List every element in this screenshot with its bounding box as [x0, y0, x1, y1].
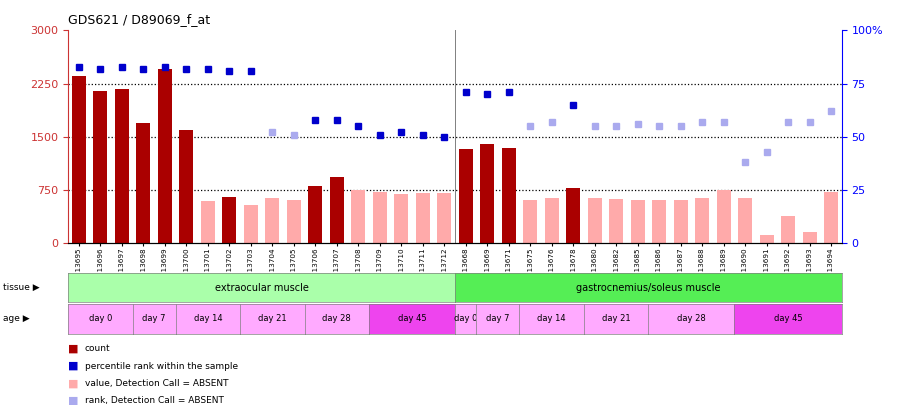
Text: gastrocnemius/soleus muscle: gastrocnemius/soleus muscle: [576, 283, 721, 292]
Text: ■: ■: [68, 361, 79, 371]
Bar: [588, 198, 602, 243]
Bar: [738, 198, 752, 243]
Text: tissue ▶: tissue ▶: [3, 283, 39, 292]
Bar: [394, 194, 409, 243]
Text: day 7: day 7: [486, 314, 510, 324]
Bar: [201, 201, 215, 243]
Text: rank, Detection Call = ABSENT: rank, Detection Call = ABSENT: [85, 396, 224, 405]
Bar: [652, 200, 666, 243]
Text: day 0: day 0: [89, 314, 112, 324]
Text: extraocular muscle: extraocular muscle: [215, 283, 308, 292]
Bar: [329, 177, 344, 243]
Bar: [287, 200, 301, 243]
Text: value, Detection Call = ABSENT: value, Detection Call = ABSENT: [85, 379, 228, 388]
Bar: [716, 190, 731, 243]
Bar: [416, 193, 430, 243]
Text: day 45: day 45: [398, 314, 427, 324]
Bar: [459, 149, 472, 243]
Bar: [673, 200, 688, 243]
Bar: [438, 194, 451, 243]
Bar: [695, 198, 709, 243]
Bar: [824, 192, 838, 243]
Bar: [94, 91, 107, 243]
Bar: [566, 188, 581, 243]
Bar: [244, 205, 258, 243]
Bar: [222, 197, 237, 243]
Text: day 21: day 21: [258, 314, 287, 324]
Text: day 14: day 14: [538, 314, 566, 324]
Text: ■: ■: [68, 344, 79, 354]
Bar: [760, 235, 774, 243]
Text: day 28: day 28: [322, 314, 351, 324]
Text: day 14: day 14: [194, 314, 222, 324]
Bar: [609, 199, 623, 243]
Text: count: count: [85, 344, 110, 353]
Text: GDS621 / D89069_f_at: GDS621 / D89069_f_at: [68, 13, 210, 26]
Bar: [158, 69, 172, 243]
Bar: [631, 200, 644, 243]
Bar: [803, 232, 816, 243]
Bar: [72, 77, 86, 243]
Text: ■: ■: [68, 396, 79, 405]
Text: day 21: day 21: [602, 314, 631, 324]
Bar: [179, 130, 194, 243]
Bar: [781, 216, 795, 243]
Bar: [373, 192, 387, 243]
Bar: [545, 198, 559, 243]
Bar: [351, 190, 365, 243]
Text: ■: ■: [68, 379, 79, 388]
Bar: [266, 198, 279, 243]
Bar: [308, 186, 322, 243]
Bar: [501, 148, 516, 243]
Bar: [136, 123, 150, 243]
Bar: [523, 200, 537, 243]
Text: age ▶: age ▶: [3, 314, 29, 324]
Text: day 7: day 7: [143, 314, 166, 324]
Text: percentile rank within the sample: percentile rank within the sample: [85, 362, 238, 371]
Bar: [115, 89, 129, 243]
Text: day 45: day 45: [774, 314, 803, 324]
Text: day 0: day 0: [454, 314, 478, 324]
Bar: [480, 144, 494, 243]
Text: day 28: day 28: [677, 314, 706, 324]
